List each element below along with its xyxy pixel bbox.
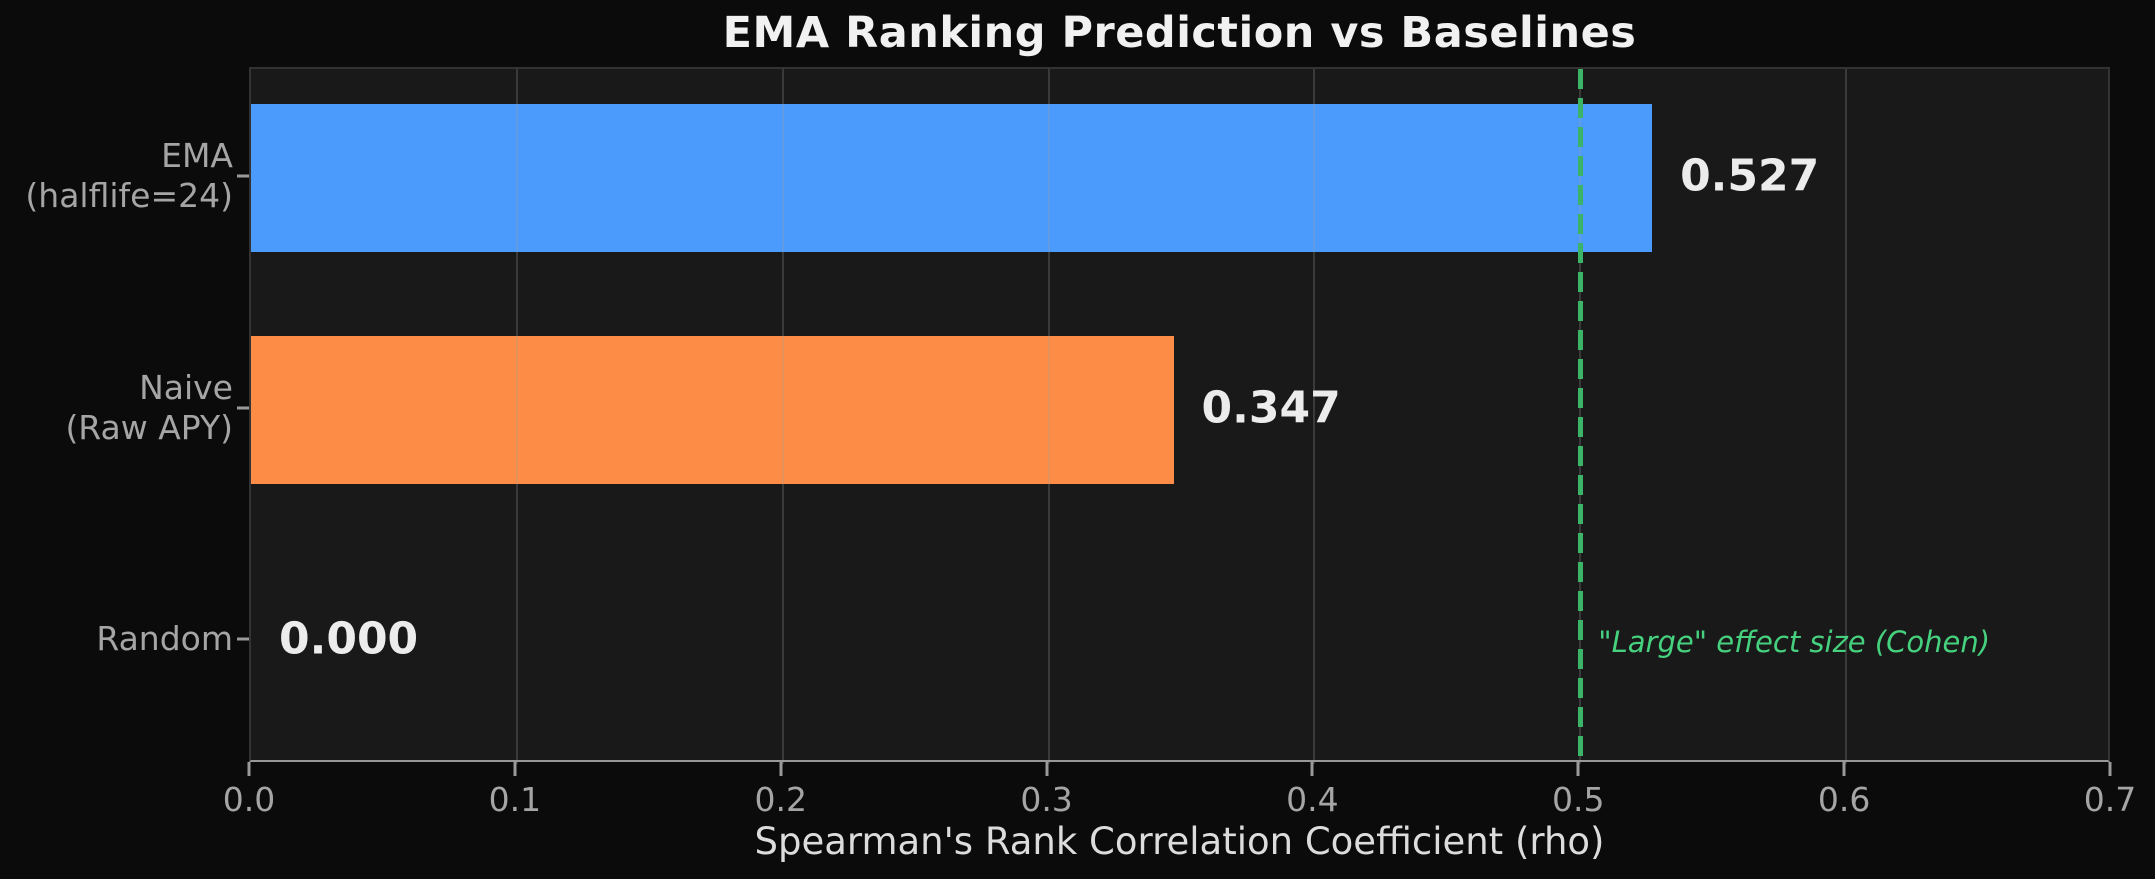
x-tick-mark [247,762,251,776]
x-tick-label: 0.1 [488,780,542,819]
x-tick-mark [1842,762,1846,776]
threshold-line [1578,69,1584,764]
y-axis-category-label: Random [96,619,233,659]
gridline [1047,69,1050,764]
threshold-annotation: "Large" effect size (Cohen) [1598,625,1991,659]
gridline [1845,69,1848,764]
y-axis-category-label: Naive (Raw APY) [65,367,233,447]
x-tick-mark [779,762,783,776]
y-tick-mark [237,406,249,409]
x-tick-label: 0.2 [754,780,807,819]
x-tick-mark [1310,762,1314,776]
y-axis-category-label: EMA (halflife=24) [25,135,233,215]
x-tick-label: 0.4 [1286,780,1339,819]
x-tick-mark [1576,762,1580,776]
y-tick-mark [237,637,249,641]
bar-1 [251,335,1174,484]
gridline [1313,69,1316,764]
x-tick-label: 0.7 [2083,780,2137,819]
x-tick-mark [1045,762,1049,776]
x-tick-label: 0.3 [1020,780,1073,819]
y-tick-mark [237,174,249,178]
chart-title: EMA Ranking Prediction vs Baselines [722,8,1637,58]
x-axis-label: Spearman's Rank Correlation Coefficient … [754,820,1605,863]
x-tick-label: 0.5 [1552,780,1605,819]
bar-value-label: 0.347 [1201,382,1341,433]
plot-area: "Large" effect size (Cohen) [249,67,2110,764]
bar-value-label: 0.000 [279,613,419,665]
bar-value-label: 0.527 [1680,150,1820,202]
bar-0 [251,103,1653,252]
x-tick-label: 0.0 [222,780,276,819]
gridline [781,69,784,764]
gridline [515,69,518,764]
x-tick-mark [513,762,517,776]
x-tick-label: 0.6 [1817,780,1871,819]
x-tick-mark [2108,762,2112,776]
